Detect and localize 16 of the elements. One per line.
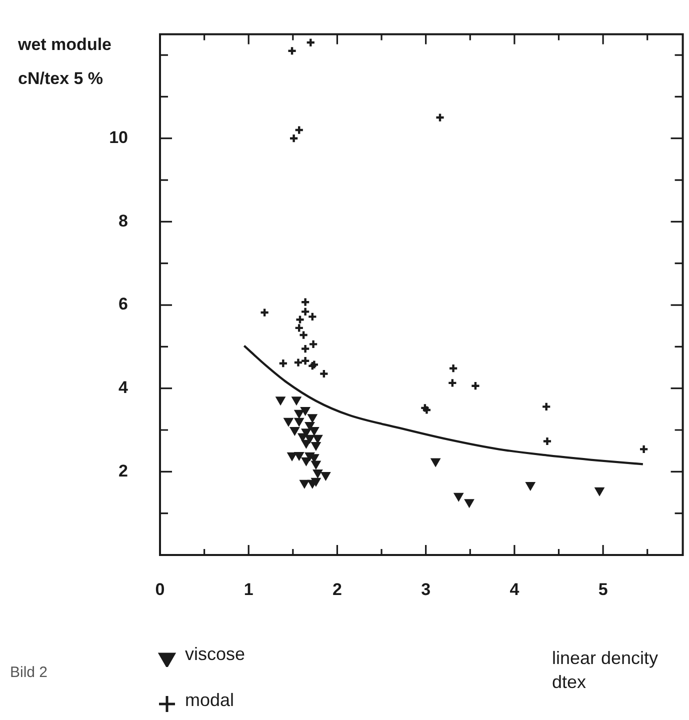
y-tick-label: 6 bbox=[118, 294, 128, 314]
y-axis-title: wet module cN/tex 5 % bbox=[18, 34, 112, 90]
x-axis-title: linear dencity dtex bbox=[552, 647, 658, 694]
y-tick-label: 10 bbox=[109, 128, 128, 148]
legend-label: viscose bbox=[185, 644, 246, 665]
y-tick-label: 4 bbox=[118, 378, 129, 398]
x-tick-label: 0 bbox=[155, 580, 165, 599]
y-tick-label: 8 bbox=[118, 211, 128, 230]
x-tick-label: 2 bbox=[332, 580, 342, 599]
y-tick-label: 2 bbox=[118, 461, 128, 480]
x-tick-label: 3 bbox=[421, 580, 431, 599]
text: Bild 2 bbox=[10, 664, 48, 681]
x-tick-label: 5 bbox=[598, 580, 608, 599]
x-tick-label: 4 bbox=[510, 580, 520, 599]
x-tick-label: 1 bbox=[244, 580, 254, 599]
legend-label: modal bbox=[185, 690, 234, 711]
